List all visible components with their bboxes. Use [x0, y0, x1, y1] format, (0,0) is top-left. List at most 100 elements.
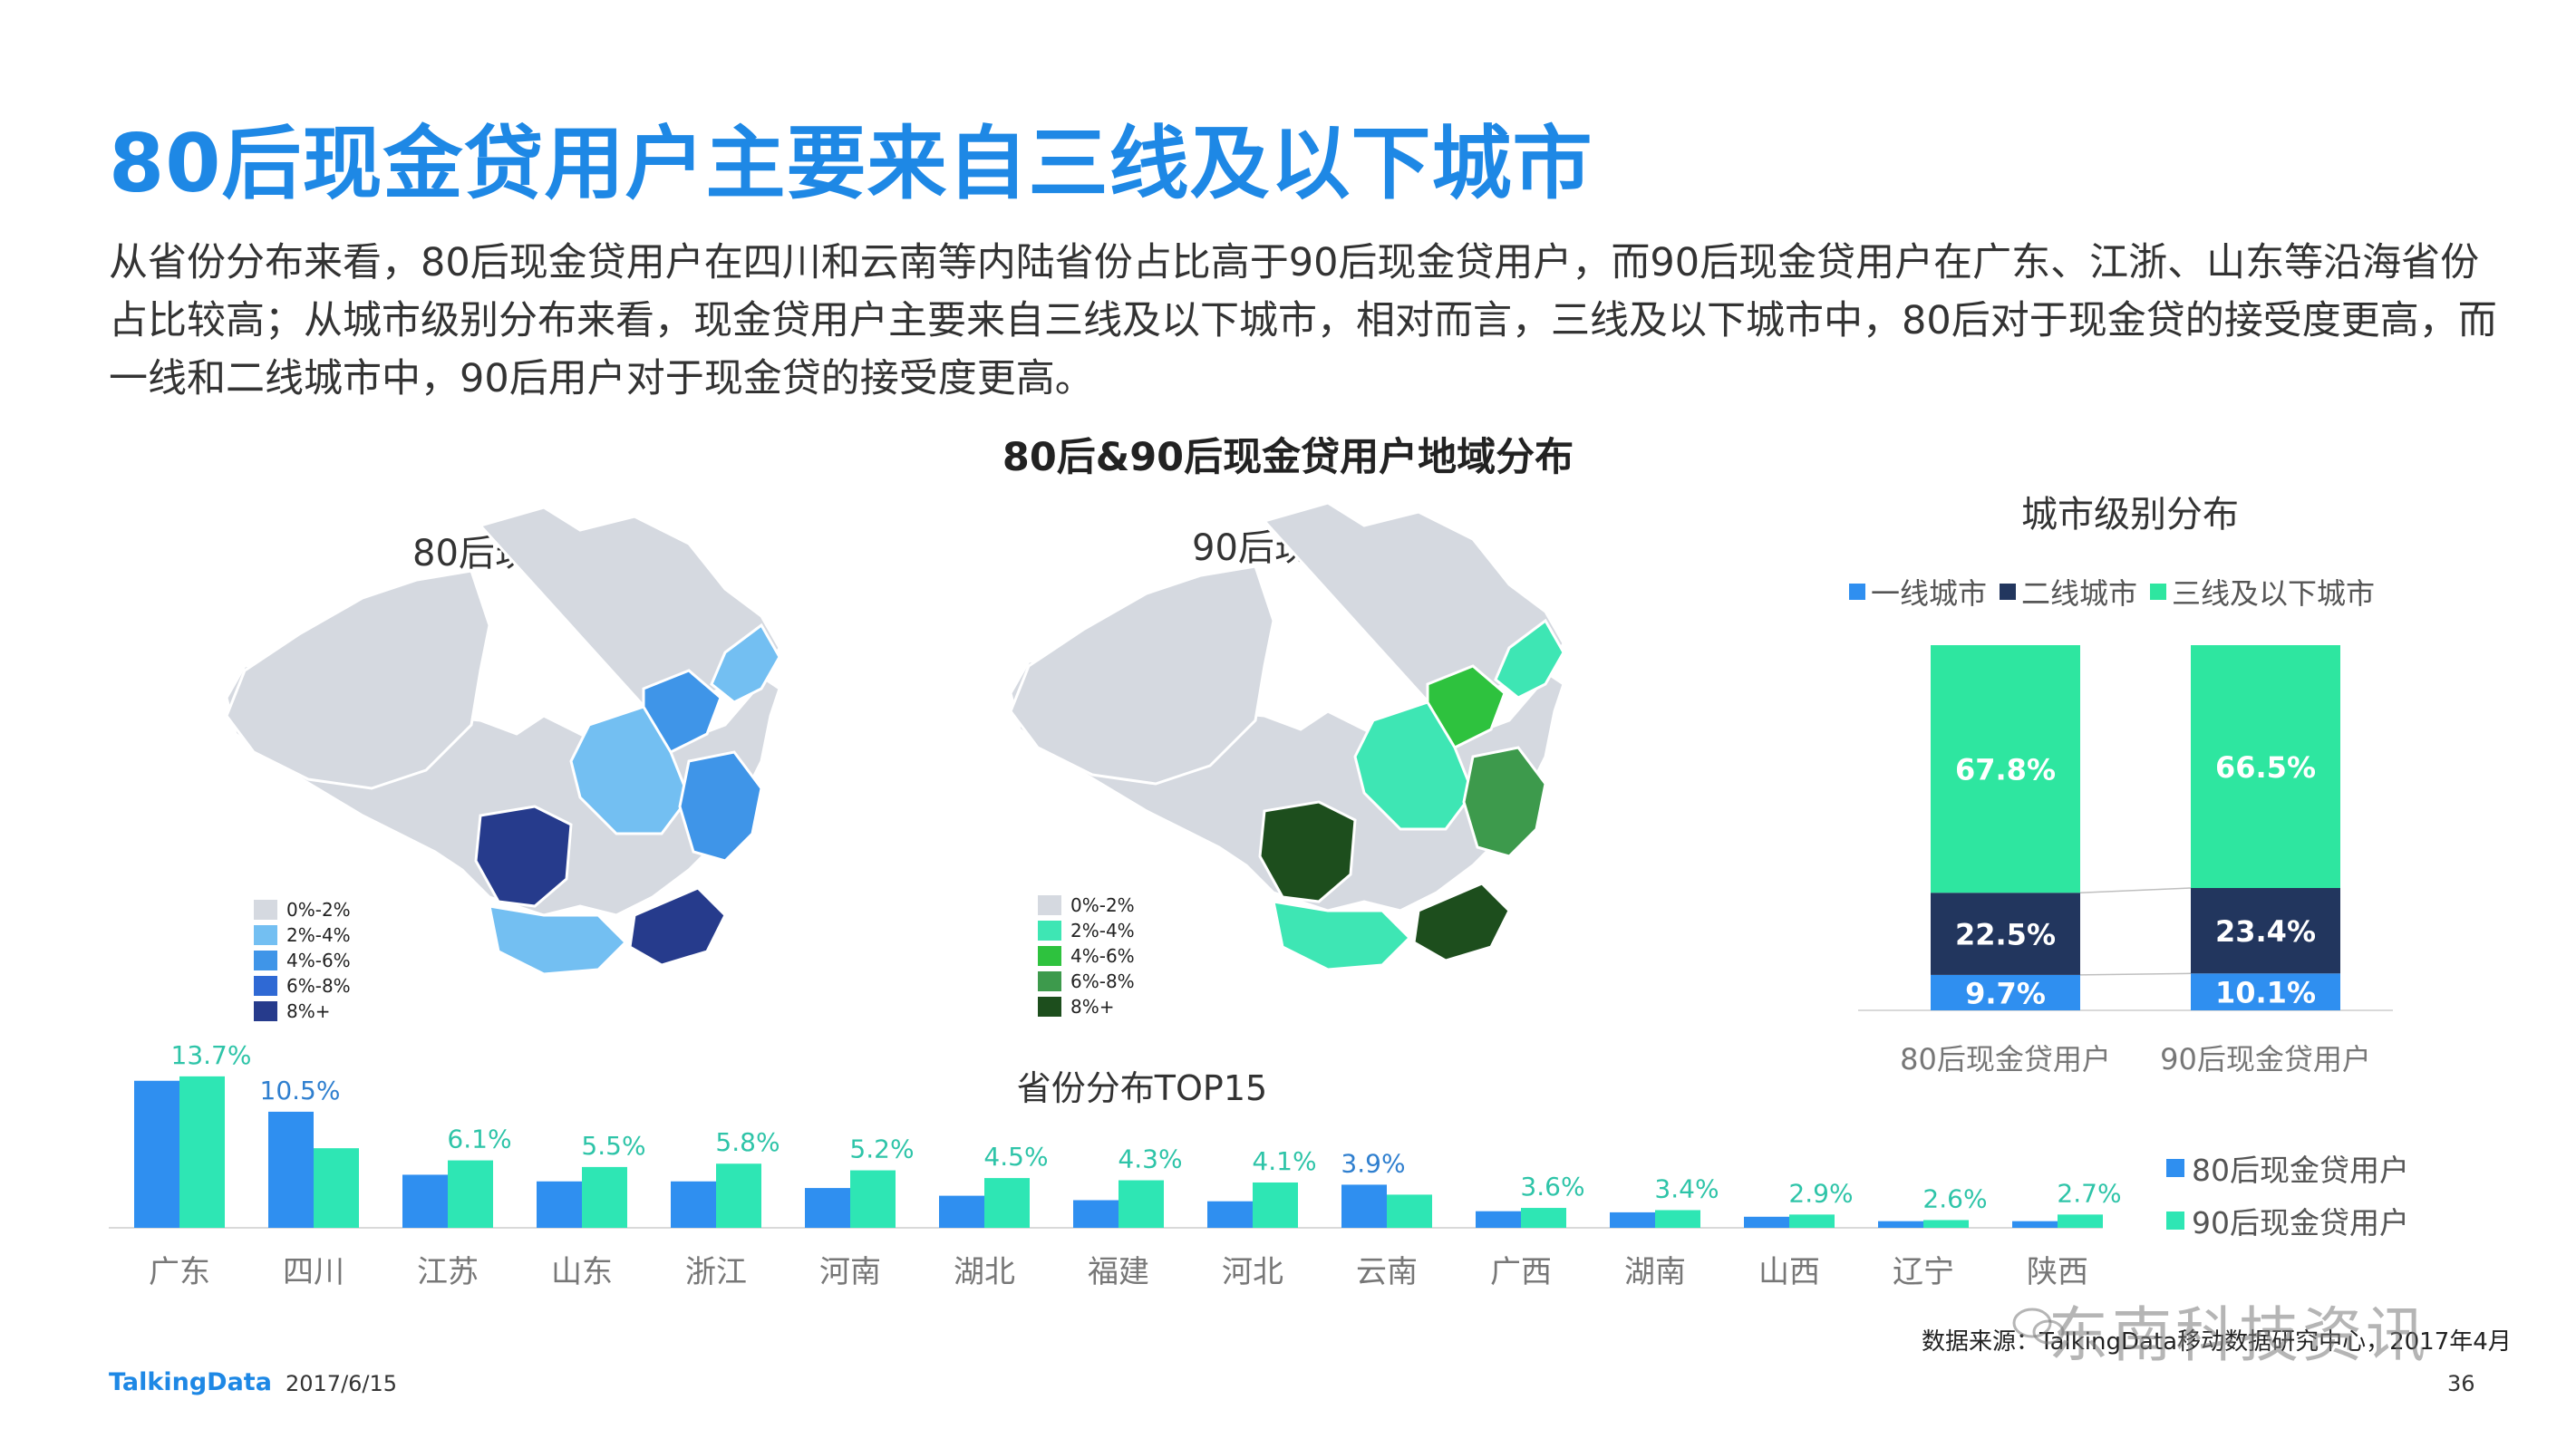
bar: [2058, 1214, 2103, 1228]
legend-swatch: [2150, 584, 2167, 600]
map-80-legend-item: 0%-2%: [254, 897, 351, 922]
map-90-west: [1009, 565, 1275, 786]
data-label: 5.2%: [849, 1134, 914, 1164]
bar: [582, 1166, 627, 1228]
data-label: 4.3%: [1118, 1144, 1182, 1174]
bar: [716, 1163, 761, 1228]
legend-swatch: [1849, 584, 1865, 600]
bar: [1207, 1201, 1253, 1228]
data-label: 10.1%: [2215, 976, 2316, 1010]
data-label: 66.5%: [2215, 750, 2316, 785]
data-label: 2.6%: [1922, 1183, 1987, 1213]
data-label: 13.7%: [171, 1042, 252, 1070]
stacked-bar-segment: [2191, 887, 2340, 974]
legend-item-tier2: 二线城市: [2000, 571, 2137, 613]
legend-item-80: 80后现金贷用户: [2166, 1142, 2409, 1194]
map-80-northeast: [710, 623, 781, 704]
connector-line: [2079, 887, 2192, 893]
watermark: 东南科技资讯: [2048, 1300, 2429, 1370]
map-80-sichuan: [474, 805, 573, 908]
bar: [537, 1181, 582, 1228]
bar: [984, 1178, 1030, 1228]
data-label: 4.5%: [983, 1142, 1048, 1172]
legend-item-tier3: 三线及以下城市: [2150, 571, 2375, 613]
map-90-legend-item: 6%-8%: [1038, 969, 1135, 994]
legend-swatch: [254, 925, 277, 945]
x-tick-label: 辽宁: [1893, 1254, 1954, 1290]
x-tick-label: 80后现金贷用户: [1900, 1042, 2111, 1076]
map-90-east: [1462, 746, 1547, 858]
map-80: [225, 506, 781, 976]
map-80-legend-item: 8%+: [254, 999, 351, 1024]
map-90-legend-item: 8%+: [1038, 994, 1135, 1019]
bar: [1119, 1180, 1164, 1228]
bar: [1073, 1200, 1119, 1228]
bar: [939, 1195, 984, 1228]
legend-swatch: [2000, 584, 2017, 600]
map-80-legend-item: 6%-8%: [254, 973, 351, 999]
bar: [268, 1111, 314, 1228]
map-90-northeast: [1494, 618, 1565, 700]
x-tick-label: 浙江: [685, 1254, 747, 1290]
bar: [1476, 1211, 1521, 1228]
page-title: 80后现金贷用户主要来自三线及以下城市: [109, 117, 1593, 210]
map-90-legend-item: 2%-4%: [1038, 918, 1135, 943]
legend-swatch: [1038, 946, 1061, 966]
legend-swatch: [254, 900, 277, 920]
legend-swatch: [254, 976, 277, 996]
bar: [850, 1170, 896, 1228]
x-tick-label: 云南: [1356, 1254, 1418, 1290]
bar: [1253, 1182, 1298, 1228]
stacked-bar-segment: [1931, 893, 2080, 975]
legend-swatch: [1038, 971, 1061, 991]
province-chart-legend: 80后现金贷用户 90后现金贷用户: [2166, 1142, 2409, 1247]
legend-swatch: [2166, 1159, 2184, 1177]
map-90-sichuan: [1258, 800, 1357, 903]
footer-date: 2017/6/15: [286, 1371, 398, 1396]
data-label: 67.8%: [1955, 753, 2056, 787]
x-tick-label: 湖北: [954, 1254, 1015, 1290]
bar: [1341, 1184, 1387, 1228]
data-label: 2.7%: [2057, 1178, 2121, 1208]
data-label: 5.5%: [581, 1131, 645, 1161]
data-label: 6.1%: [447, 1125, 511, 1154]
legend-swatch: [254, 951, 277, 970]
legend-item-tier1: 一线城市: [1849, 571, 1987, 613]
bar: [1923, 1220, 1969, 1228]
data-label: 2.9%: [1788, 1178, 1853, 1208]
x-tick-label: 山东: [551, 1254, 613, 1290]
x-tick-label: 河北: [1222, 1254, 1283, 1290]
map-80-east: [678, 750, 763, 863]
map-80-central: [569, 705, 691, 835]
city-chart-title: 城市级别分布: [2021, 494, 2239, 536]
bar: [1521, 1208, 1566, 1228]
x-tick-label: 江苏: [417, 1254, 479, 1290]
x-tick-label: 河南: [819, 1254, 881, 1290]
city-chart-legend: 一线城市 二线城市 三线及以下城市: [1849, 571, 2375, 613]
wechat-icon: [2012, 1308, 2065, 1345]
bar: [1655, 1210, 1700, 1228]
data-label: 4.1%: [1252, 1146, 1316, 1176]
x-tick-label: 山西: [1758, 1254, 1820, 1290]
bar: [1387, 1194, 1432, 1228]
page-number: 36: [2447, 1371, 2475, 1396]
data-label: 22.5%: [1955, 918, 2056, 952]
bar: [2012, 1221, 2058, 1228]
bar: [1789, 1214, 1835, 1228]
bar: [671, 1181, 716, 1228]
data-label: 5.8%: [715, 1127, 780, 1157]
city-level-chart: 9.7% 22.5% 67.8% 80后现金贷用户 10.1% 23.4% 66.5% 90后…: [1858, 645, 2393, 1076]
bar: [805, 1188, 850, 1228]
x-tick-label: 广西: [1490, 1254, 1552, 1290]
province-chart-title: 省份分布TOP15: [1016, 1068, 1268, 1108]
data-label: 3.6%: [1520, 1172, 1584, 1202]
map-80-west: [225, 569, 491, 790]
bar: [134, 1080, 179, 1228]
map-90-legend-item: 4%-6%: [1038, 943, 1135, 969]
province-chart: 13.7% 广东 10.5% 四川 6.1% 江苏 5.5% 山东 5.8% 浙江 5.2% 河南 4.…: [109, 1042, 2122, 1290]
map-90-guangdong: [1412, 882, 1511, 962]
legend-swatch: [254, 1001, 277, 1021]
legend-swatch: [1038, 997, 1061, 1017]
map-90: [1009, 501, 1565, 971]
stacked-bar-segment: [1931, 645, 2080, 893]
